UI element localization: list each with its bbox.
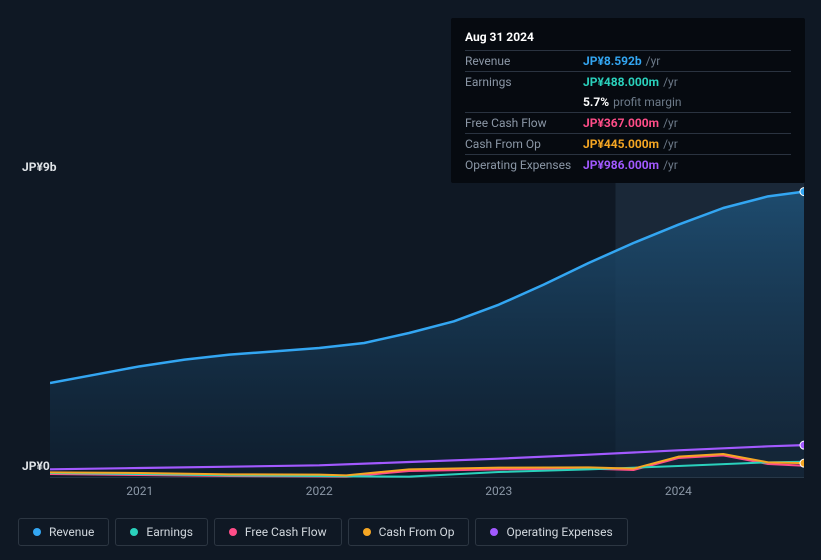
financials-chart[interactable] — [50, 178, 804, 478]
legend-label: Revenue — [49, 525, 94, 539]
series-end-marker-cfo — [800, 459, 804, 467]
legend-dot-icon — [229, 528, 237, 536]
hover-tooltip: Aug 31 2024 RevenueJP¥8.592b/yrEarningsJ… — [451, 18, 805, 183]
tooltip-metric-unit: /yr — [646, 54, 661, 68]
legend-dot-icon — [490, 528, 498, 536]
tooltip-row: EarningsJP¥488.000m/yr — [465, 71, 791, 92]
legend-dot-icon — [363, 528, 371, 536]
tooltip-metric-label: Revenue — [465, 54, 583, 68]
tooltip-metric-label: Operating Expenses — [465, 158, 583, 172]
tooltip-metric-value: JP¥986.000m — [583, 158, 659, 172]
legend-label: Operating Expenses — [506, 525, 612, 539]
tooltip-metric-unit: /yr — [663, 158, 678, 172]
legend-label: Cash From Op — [379, 525, 455, 539]
legend-label: Earnings — [146, 525, 193, 539]
tooltip-subrow: 5.7% profit margin — [465, 92, 791, 112]
chart-legend: Revenue Earnings Free Cash Flow Cash From O… — [18, 518, 628, 546]
y-axis-max-label: JP¥9b — [22, 160, 57, 174]
legend-toggle-fcf[interactable]: Free Cash Flow — [214, 518, 342, 546]
tooltip-metric-value: JP¥8.592b — [583, 54, 642, 68]
x-axis: 2021 2022 2023 2024 — [50, 484, 804, 504]
tooltip-metric-unit: /yr — [663, 75, 678, 89]
tooltip-row: Free Cash FlowJP¥367.000m/yr — [465, 112, 791, 133]
legend-toggle-revenue[interactable]: Revenue — [18, 518, 109, 546]
tooltip-date: Aug 31 2024 — [465, 26, 791, 50]
x-tick: 2022 — [306, 484, 333, 498]
tooltip-metric-unit: /yr — [663, 116, 678, 130]
tooltip-metric-value: JP¥488.000m — [583, 75, 659, 89]
legend-toggle-earnings[interactable]: Earnings — [115, 518, 208, 546]
tooltip-metric-unit: /yr — [663, 137, 678, 151]
series-end-marker-opex — [800, 441, 804, 449]
tooltip-metric-value: JP¥367.000m — [583, 116, 659, 130]
legend-dot-icon — [130, 528, 138, 536]
tooltip-profit-margin-label: profit margin — [613, 95, 681, 109]
tooltip-metric-label: Earnings — [465, 75, 583, 89]
x-tick: 2021 — [126, 484, 153, 498]
x-tick: 2024 — [665, 484, 692, 498]
legend-toggle-opex[interactable]: Operating Expenses — [475, 518, 627, 546]
tooltip-row: Operating ExpensesJP¥986.000m/yr — [465, 154, 791, 175]
tooltip-metric-label: Cash From Op — [465, 137, 583, 151]
x-tick: 2023 — [485, 484, 512, 498]
tooltip-metric-value: JP¥445.000m — [583, 137, 659, 151]
legend-toggle-cfo[interactable]: Cash From Op — [348, 518, 470, 546]
series-end-marker-revenue — [800, 188, 804, 196]
y-axis-min-label: JP¥0 — [22, 459, 50, 473]
tooltip-metric-label: Free Cash Flow — [465, 116, 583, 130]
legend-dot-icon — [33, 528, 41, 536]
tooltip-row: Cash From OpJP¥445.000m/yr — [465, 133, 791, 154]
tooltip-row: RevenueJP¥8.592b/yr — [465, 50, 791, 71]
tooltip-profit-margin-value: 5.7% — [583, 95, 609, 109]
legend-label: Free Cash Flow — [245, 525, 327, 539]
